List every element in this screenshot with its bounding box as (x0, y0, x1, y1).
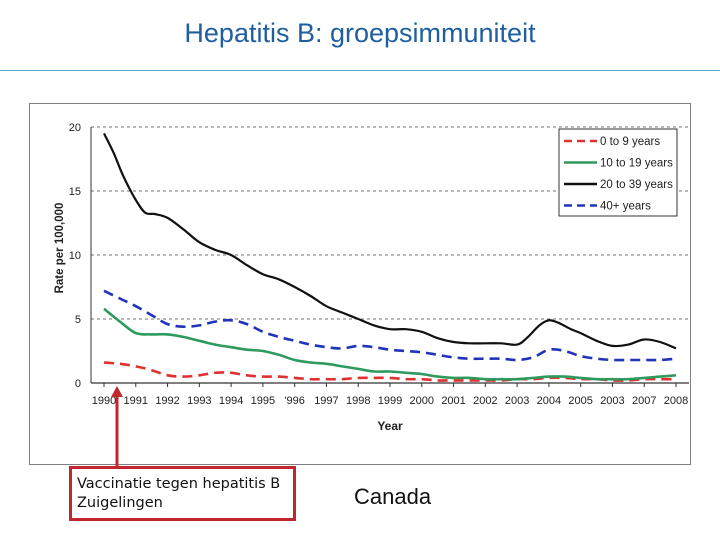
x-tick-label: 1990 (92, 395, 116, 407)
x-tick-label: 2003 (600, 395, 624, 407)
y-tick-label: 15 (69, 186, 81, 198)
chart-frame: 0 5 10 15 20 1990 1991 1992 1993 1994 1995 '996 1997… (29, 103, 691, 465)
series-line-3 (103, 289, 677, 362)
x-tick-label: 1992 (155, 395, 179, 407)
note-line-2: Zuigelingen (77, 495, 163, 511)
y-axis-title: Rate per 100,000 (54, 203, 66, 294)
x-axis-title: Year (377, 419, 403, 433)
x-tick-label: 1997 (314, 395, 338, 407)
x-tick-label: 2003 (505, 395, 529, 407)
legend-label: 0 to 9 years (600, 136, 660, 148)
country-label: Canada (354, 484, 432, 509)
y-tick-label: 20 (69, 122, 81, 134)
x-tick-label: 1991 (124, 395, 148, 407)
series-line-1 (103, 307, 677, 381)
x-tick-label: 2001 (441, 395, 465, 407)
series-line-0 (103, 361, 676, 382)
y-tick-label: 10 (69, 250, 81, 262)
x-tick-label: 2008 (664, 395, 688, 407)
x-tick-label: 2007 (632, 395, 656, 407)
legend-label: 40+ years (600, 201, 651, 213)
y-tick-label: 0 (75, 378, 81, 390)
legend-label: 10 to 19 years (600, 158, 673, 170)
x-tick-label: 1993 (187, 395, 211, 407)
x-tick-label: 2005 (568, 395, 592, 407)
x-tick-label: 2004 (537, 395, 561, 407)
x-tick-label: '996 (284, 395, 304, 407)
slide-title: Hepatitis B: groepsimmuniteit (184, 18, 536, 48)
legend-box (558, 128, 678, 217)
x-tick-label: 1995 (251, 395, 275, 407)
x-tick-label: 1998 (346, 395, 370, 407)
series-line-2 (103, 132, 677, 350)
y-tick-label: 5 (75, 314, 81, 326)
note-line-1: Vaccinatie tegen hepatitis B (77, 476, 281, 492)
legend-label: 20 to 39 years (600, 179, 673, 191)
vaccination-note: Vaccinatie tegen hepatitis B Zuigelingen (69, 466, 296, 521)
title-divider (0, 70, 720, 71)
x-tick-label: 1999 (378, 395, 402, 407)
x-tick-label: 2000 (410, 395, 434, 407)
x-tick-label: 2002 (473, 395, 497, 407)
line-chart: 0 5 10 15 20 1990 1991 1992 1993 1994 1995 '996 1997… (54, 122, 689, 433)
x-tick-label: 1994 (219, 395, 243, 407)
